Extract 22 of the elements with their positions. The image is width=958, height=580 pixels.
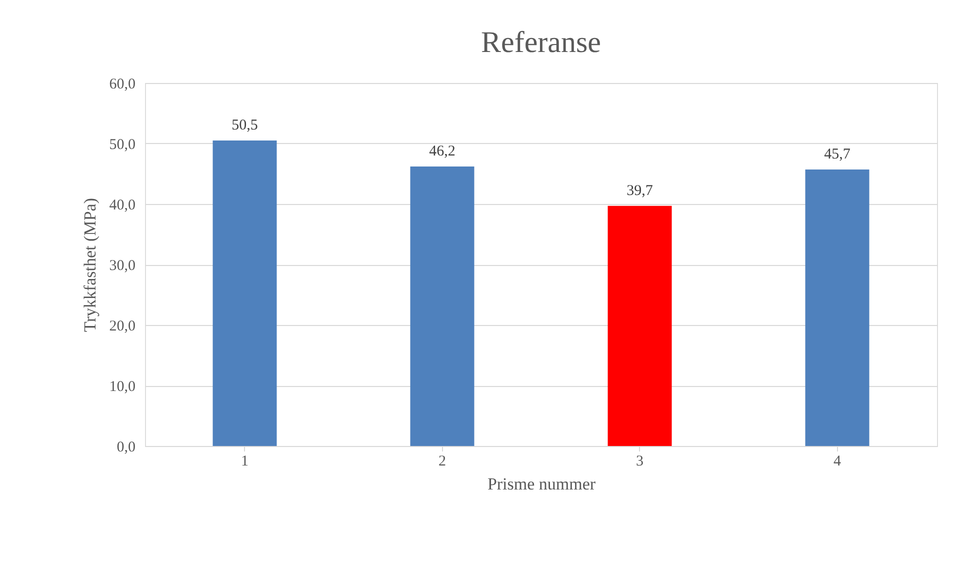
y-tick-label: 20,0	[109, 318, 136, 334]
bar	[805, 170, 870, 446]
bar	[608, 206, 672, 446]
data-label: 45,7	[824, 146, 851, 163]
y-tick-label: 30,0	[109, 258, 136, 274]
data-label: 50,5	[232, 117, 258, 134]
x-tick-label: 4	[834, 454, 842, 470]
bar	[212, 140, 277, 446]
chart-title: Referanse	[481, 26, 601, 59]
y-axis-title: Trykkfasthet (MPa)	[80, 198, 100, 332]
y-tick-label: 60,0	[109, 76, 136, 92]
y-tick-label: 40,0	[109, 198, 136, 214]
bar	[410, 166, 474, 446]
data-label: 46,2	[429, 143, 456, 160]
x-tick-label: 1	[240, 454, 248, 470]
y-tick-label: 50,0	[109, 137, 136, 153]
data-label: 39,7	[626, 182, 654, 199]
y-tick-label: 0,0	[116, 440, 136, 456]
x-axis-title: Prisme nummer	[487, 474, 596, 494]
x-tick-label: 3	[636, 454, 644, 470]
x-tick-label: 2	[438, 454, 446, 470]
y-tick-label: 10,0	[109, 379, 136, 395]
